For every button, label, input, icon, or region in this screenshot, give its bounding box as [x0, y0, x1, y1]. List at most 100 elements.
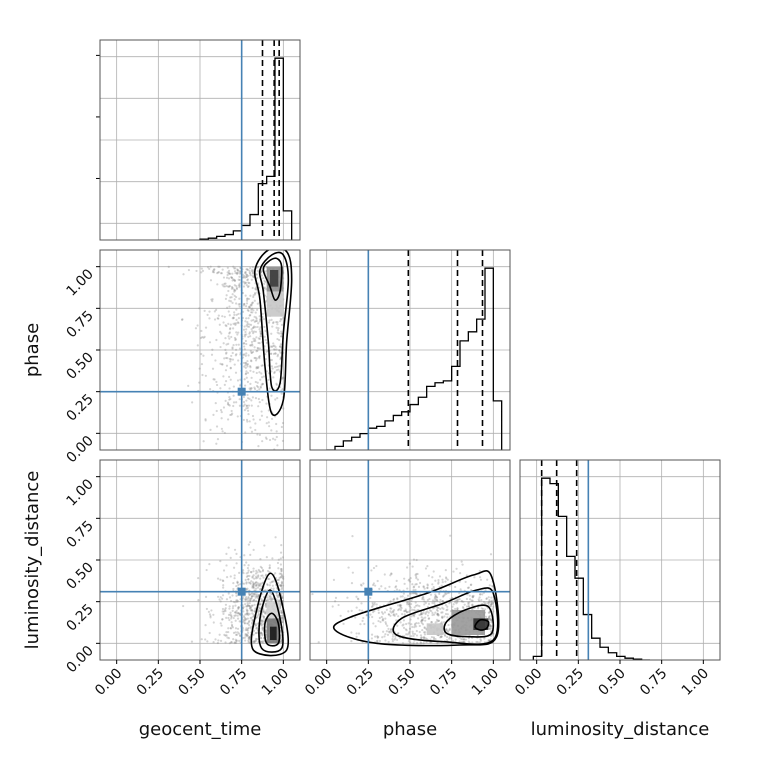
- scatter-point: [281, 576, 284, 580]
- scatter-point: [235, 286, 238, 290]
- scatter-point: [434, 593, 437, 596]
- scatter-point: [354, 616, 357, 619]
- scatter-point: [236, 333, 239, 336]
- scatter-point: [221, 618, 224, 621]
- scatter-point: [247, 281, 250, 284]
- scatter-point: [251, 301, 254, 304]
- scatter-point: [263, 282, 266, 285]
- scatter-point: [225, 455, 227, 457]
- scatter-point: [234, 604, 237, 607]
- scatter-point: [419, 634, 423, 637]
- scatter-point: [261, 568, 265, 572]
- scatter-point: [415, 629, 418, 633]
- scatter-point: [411, 565, 414, 568]
- scatter-point: [267, 577, 270, 580]
- scatter-point: [272, 580, 275, 583]
- scatter-point: [437, 579, 440, 582]
- scatter-point: [403, 582, 406, 585]
- scatter-point: [410, 599, 413, 603]
- scatter-point: [384, 639, 387, 642]
- scatter-points: [182, 536, 285, 645]
- scatter-point: [426, 599, 429, 602]
- scatter-point: [262, 615, 265, 619]
- scatter-point: [236, 581, 239, 584]
- scatter-point: [209, 428, 212, 431]
- scatter-point: [375, 640, 378, 643]
- scatter-point: [233, 267, 236, 270]
- scatter-point: [250, 359, 253, 362]
- scatter-point: [253, 330, 256, 333]
- scatter-point: [255, 336, 258, 339]
- scatter-point: [199, 336, 203, 340]
- scatter-point: [268, 595, 271, 599]
- scatter-point: [248, 574, 251, 578]
- scatter-point: [259, 558, 262, 561]
- scatter-point: [408, 580, 412, 583]
- scatter-point: [236, 268, 239, 271]
- scatter-point: [415, 625, 418, 628]
- scatter-point: [247, 622, 250, 625]
- scatter-point: [255, 584, 258, 588]
- scatter-point: [461, 606, 465, 609]
- scatter-point: [254, 380, 257, 384]
- scatter-point: [250, 597, 253, 600]
- scatter-point: [282, 317, 285, 320]
- x-tick-label: 0.50: [175, 666, 208, 699]
- scatter-point: [280, 592, 283, 595]
- scatter-point: [282, 407, 285, 410]
- scatter-point: [268, 584, 272, 587]
- scatter-point: [237, 605, 240, 609]
- scatter-point: [446, 613, 449, 616]
- scatter-point: [225, 634, 228, 637]
- scatter-point: [229, 358, 233, 361]
- scatter-point: [232, 265, 235, 268]
- scatter-point: [195, 269, 198, 273]
- scatter-point: [377, 611, 380, 614]
- scatter-point: [204, 595, 208, 599]
- scatter-point: [229, 272, 232, 275]
- scatter-point: [228, 642, 231, 645]
- scatter-point: [337, 603, 340, 607]
- scatter-point: [242, 353, 245, 356]
- scatter-point: [416, 572, 419, 576]
- scatter-point: [256, 381, 259, 384]
- scatter-point: [243, 335, 247, 338]
- scatter-point: [219, 330, 222, 333]
- scatter-point: [233, 311, 236, 314]
- joint-panel-phase-luminosity_distance: [309, 459, 511, 661]
- y-tick-label: 0.75: [63, 308, 96, 341]
- scatter-point: [441, 600, 445, 603]
- scatter-point: [434, 621, 437, 624]
- scatter-point: [359, 583, 363, 586]
- scatter-point: [182, 604, 185, 608]
- scatter-point: [213, 268, 216, 271]
- scatter-point: [244, 362, 247, 365]
- scatter-point: [270, 345, 274, 348]
- contour-line: [250, 572, 290, 657]
- scatter-point: [257, 347, 260, 350]
- scatter-point: [255, 273, 258, 276]
- scatter-point: [221, 268, 224, 271]
- scatter-point: [355, 595, 358, 598]
- scatter-point: [235, 562, 238, 565]
- scatter-point: [245, 370, 248, 373]
- scatter-point: [281, 377, 284, 380]
- scatter-point: [204, 418, 207, 421]
- scatter-point: [394, 585, 398, 588]
- scatter-point: [432, 570, 435, 573]
- scatter-point: [370, 637, 374, 640]
- scatter-point: [471, 596, 474, 599]
- scatter-point: [399, 604, 402, 608]
- scatter-point: [246, 629, 249, 632]
- scatter-point: [443, 633, 446, 636]
- scatter-point: [441, 615, 444, 618]
- scatter-point: [236, 271, 239, 274]
- scatter-point: [245, 608, 248, 611]
- scatter-point: [280, 580, 284, 583]
- scatter-point: [234, 371, 238, 374]
- scatter-point: [235, 584, 238, 588]
- scatter-point: [248, 636, 251, 639]
- scatter-point: [248, 305, 251, 308]
- scatter-point: [236, 599, 239, 602]
- scatter-point: [423, 636, 426, 639]
